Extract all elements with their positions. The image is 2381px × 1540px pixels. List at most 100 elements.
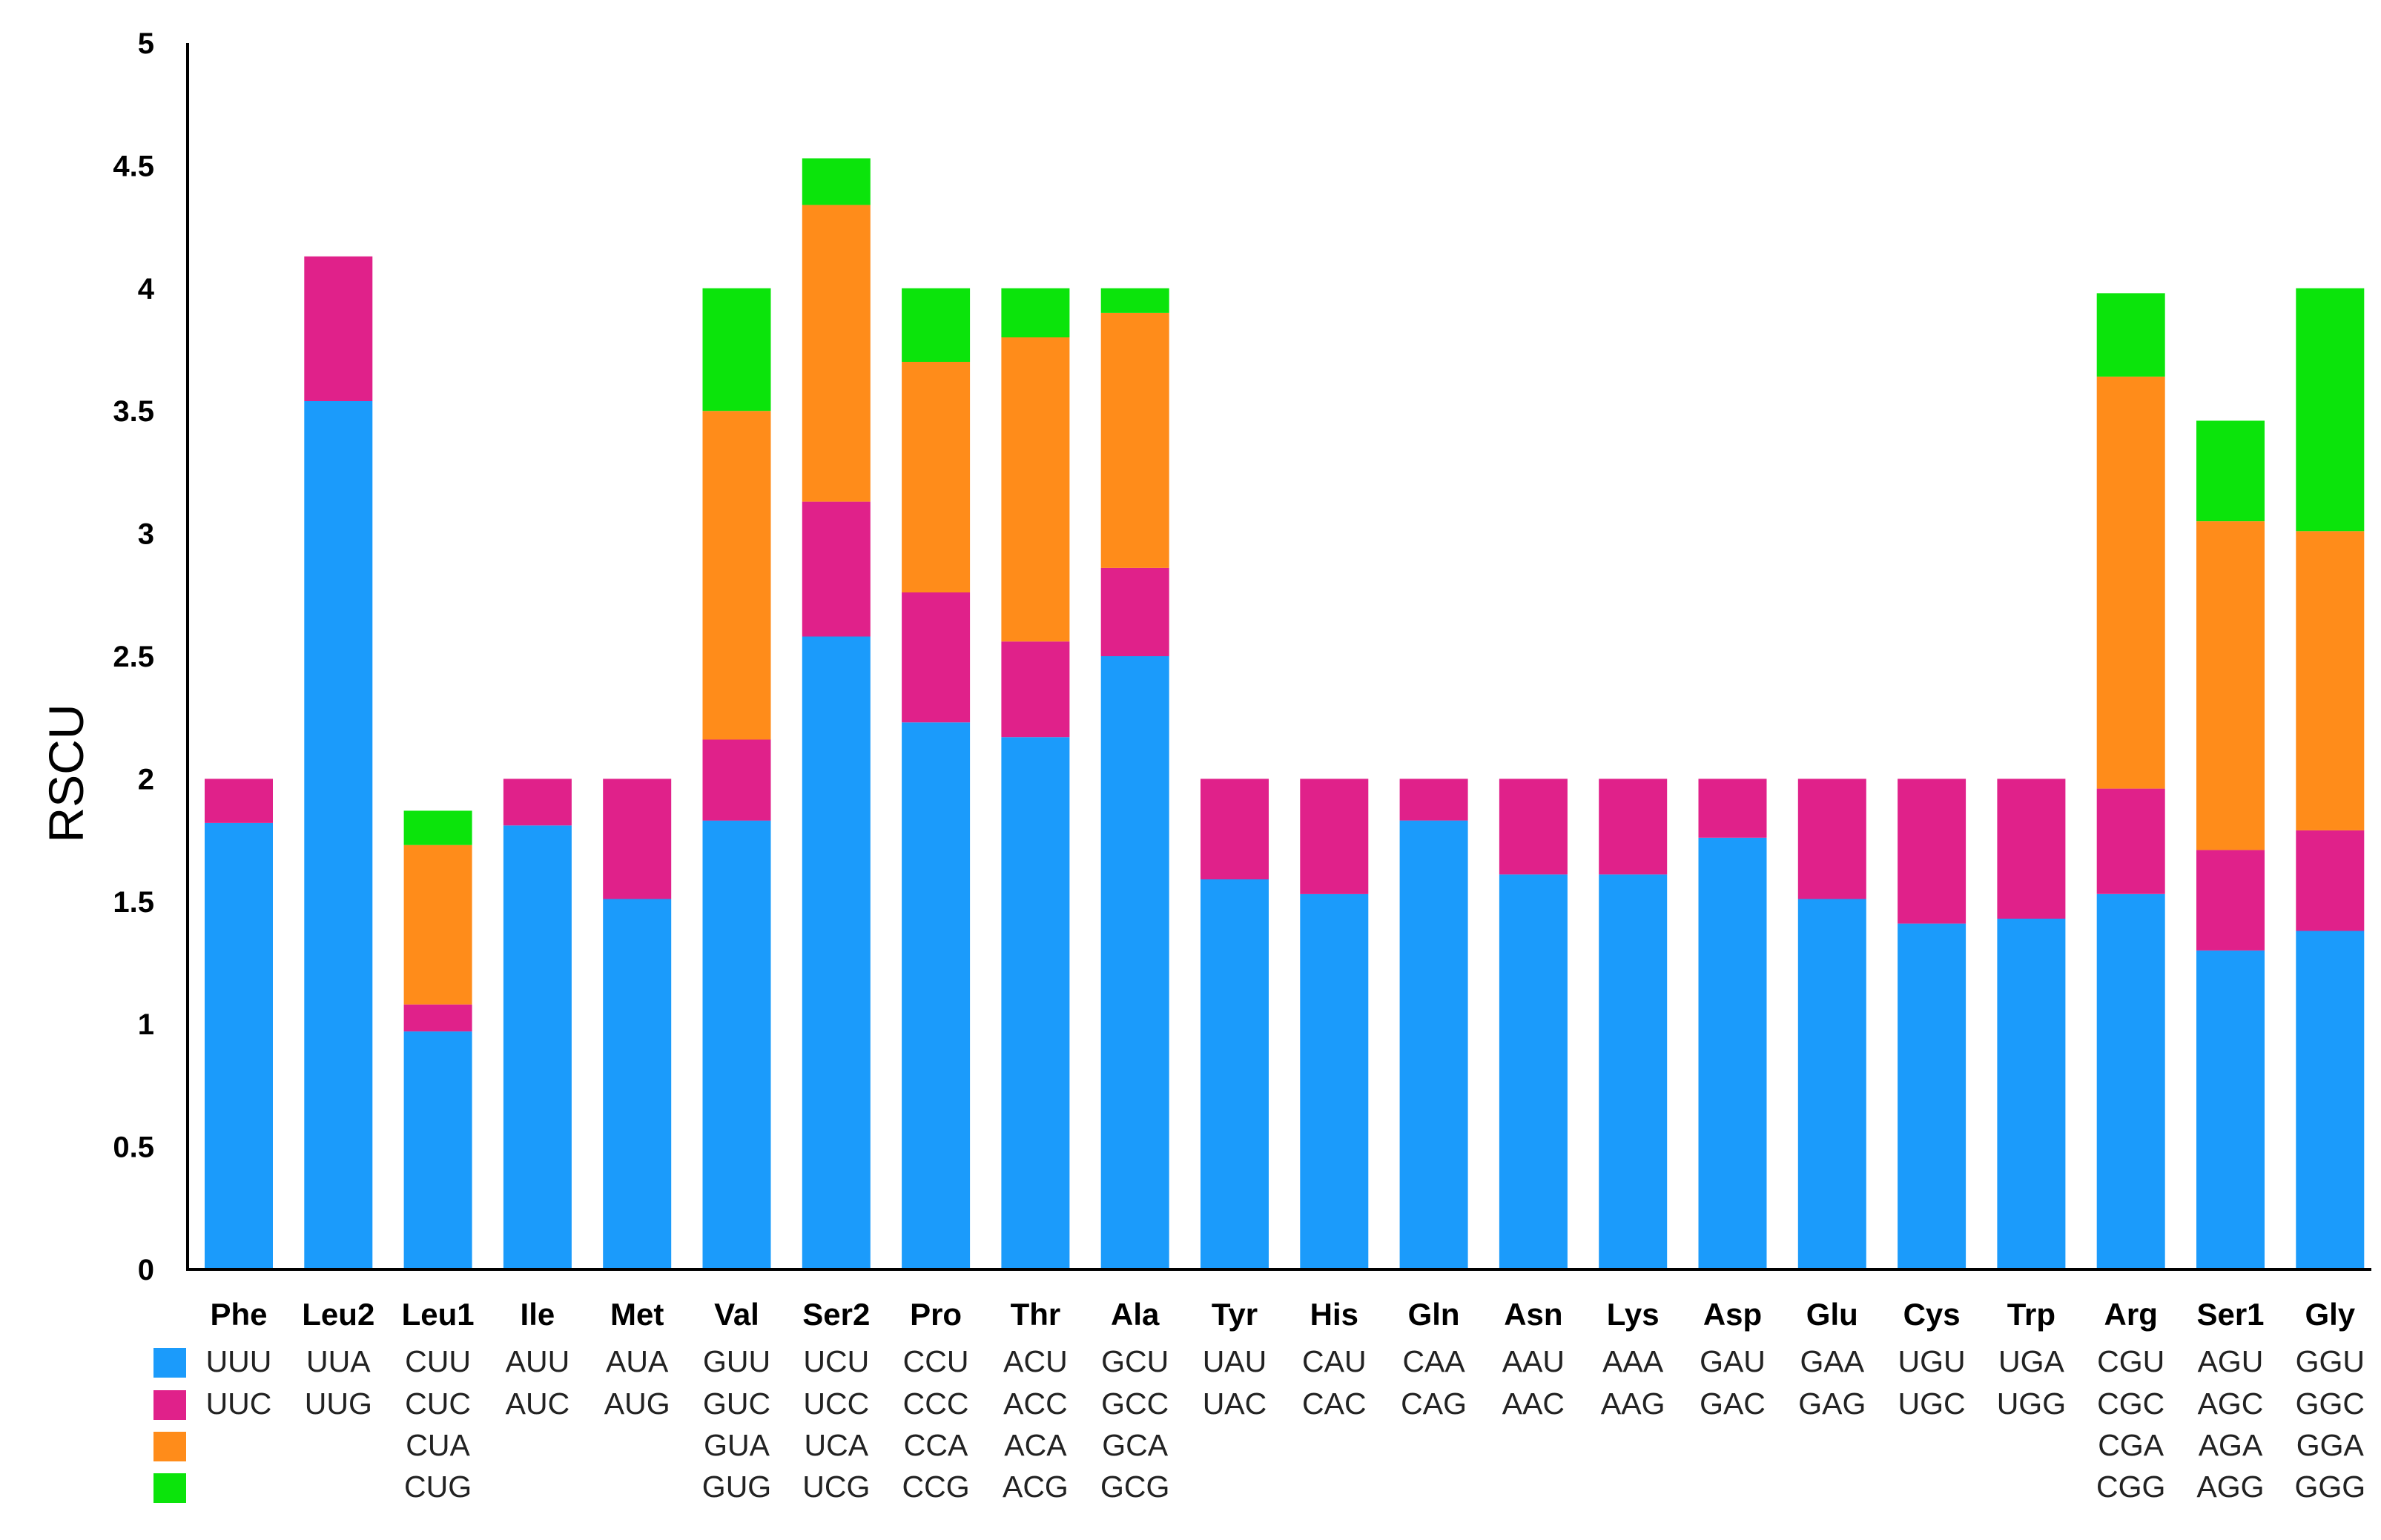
- codon-label: CGA: [2098, 1428, 2164, 1462]
- codon-label: UGC: [1898, 1387, 1966, 1421]
- legend-swatch-2: [153, 1390, 186, 1420]
- y-tick-label: 4.5: [113, 150, 154, 182]
- codon-label: AUA: [606, 1344, 669, 1378]
- bar-trp-seg-1: [1997, 919, 2066, 1269]
- bar-thr-seg-4: [1001, 288, 1070, 337]
- bar-his-seg-1: [1300, 893, 1369, 1269]
- bar-thr-seg-2: [1001, 641, 1070, 738]
- codon-label: AGA: [2199, 1428, 2263, 1462]
- codon-label: AAC: [1502, 1387, 1565, 1421]
- y-axis-ticks: 0 0.5 1 1.5 2 2.5 3 3.5 4 4.5 5: [113, 27, 154, 1286]
- codon-label: ACU: [1003, 1344, 1068, 1378]
- x-tick-label: Ser2: [802, 1297, 870, 1332]
- codon-label: UCC: [803, 1387, 869, 1421]
- codon-label: CUG: [404, 1470, 472, 1504]
- bar-thr-seg-1: [1001, 737, 1070, 1269]
- bar-phe-seg-2: [205, 779, 273, 823]
- codon-label: GGA: [2296, 1428, 2365, 1462]
- bar-asp-seg-2: [1698, 779, 1767, 838]
- codon-label: AAU: [1502, 1344, 1565, 1378]
- bar-leu2-seg-2: [304, 256, 373, 401]
- codon-label: UAU: [1203, 1344, 1267, 1378]
- bar-ser2-seg-1: [802, 636, 871, 1269]
- x-tick-label: Ile: [521, 1297, 555, 1332]
- bar-arg-seg-3: [2096, 376, 2165, 789]
- codon-label: UCA: [805, 1428, 869, 1462]
- bar-glu-seg-1: [1797, 899, 1866, 1269]
- bar-ala-seg-2: [1100, 567, 1169, 656]
- codon-label: UUC: [206, 1387, 272, 1421]
- codon-label: CCG: [902, 1470, 970, 1504]
- x-tick-label: Tyr: [1212, 1297, 1258, 1332]
- bar-ser1-seg-2: [2196, 850, 2265, 951]
- codon-table: UUU UUC UUA UUG CUU CUC CUA CUG AUU AUC AUA AUG GUU G…: [206, 1344, 2366, 1504]
- codon-label: AUU: [506, 1344, 570, 1378]
- bar-ser1-seg-4: [2196, 420, 2265, 521]
- codon-label: GAC: [1700, 1387, 1766, 1421]
- codon-label: ACA: [1004, 1428, 1067, 1462]
- bar-pro-seg-1: [902, 722, 971, 1269]
- codon-label: UCU: [803, 1344, 869, 1378]
- bar-ala-seg-1: [1100, 656, 1169, 1269]
- bar-gln-seg-2: [1399, 779, 1468, 821]
- x-tick-label: Leu1: [402, 1297, 475, 1332]
- bar-met-seg-1: [603, 899, 672, 1269]
- legend: [153, 1348, 186, 1503]
- bar-val-seg-1: [702, 820, 771, 1269]
- bar-gly-seg-3: [2296, 531, 2365, 830]
- bar-ile-seg-2: [503, 779, 572, 826]
- y-tick-label: 0: [138, 1254, 154, 1286]
- codon-label: CUU: [405, 1344, 471, 1378]
- codon-label: CAG: [1401, 1387, 1467, 1421]
- bar-glu-seg-2: [1797, 779, 1866, 899]
- bar-gly-seg-2: [2296, 830, 2365, 931]
- x-axis-labels: Phe Leu2 Leu1 Ile Met Val Ser2 Pro Thr Ala Tyr His G…: [210, 1297, 2355, 1332]
- codon-label: GCG: [1100, 1470, 1169, 1504]
- codon-label: CCU: [903, 1344, 969, 1378]
- bar-gly-seg-1: [2296, 931, 2365, 1269]
- x-tick-label: Thr: [1011, 1297, 1061, 1332]
- bar-leu1-seg-3: [403, 845, 472, 1005]
- x-tick-label: Ala: [1111, 1297, 1160, 1332]
- bar-leu1-seg-4: [403, 810, 472, 845]
- x-tick-label: Ser1: [2196, 1297, 2264, 1332]
- x-tick-label: Trp: [2007, 1297, 2055, 1332]
- codon-label: CAU: [1302, 1344, 1367, 1378]
- x-tick-label: His: [1310, 1297, 1358, 1332]
- bar-lys-seg-1: [1599, 874, 1668, 1269]
- legend-swatch-3: [153, 1432, 186, 1461]
- codon-label: CUC: [405, 1387, 471, 1421]
- codon-label: CAA: [1402, 1344, 1465, 1378]
- bar-ser1-seg-1: [2196, 951, 2265, 1269]
- bar-ser2-seg-4: [802, 158, 871, 205]
- codon-label: AGG: [2196, 1470, 2264, 1504]
- bar-ala-seg-3: [1100, 312, 1169, 568]
- codon-label: GCA: [1102, 1428, 1169, 1462]
- bar-leu2-seg-1: [304, 401, 373, 1269]
- bar-tyr-seg-1: [1201, 879, 1269, 1269]
- x-tick-label: Gln: [1408, 1297, 1460, 1332]
- codon-label: ACG: [1003, 1470, 1069, 1504]
- x-tick-label: Lys: [1607, 1297, 1660, 1332]
- bar-ser2-seg-3: [802, 205, 871, 502]
- bar-ile-seg-1: [503, 825, 572, 1269]
- codon-label: AUG: [604, 1387, 670, 1421]
- codon-label: GGG: [2294, 1470, 2365, 1504]
- codon-label: UGA: [1998, 1344, 2065, 1378]
- codon-label: AGC: [2198, 1387, 2264, 1421]
- codon-label: CCC: [903, 1387, 969, 1421]
- codon-label: GGC: [2296, 1387, 2365, 1421]
- codon-label: GCC: [1101, 1387, 1169, 1421]
- y-tick-label: 1.5: [113, 886, 154, 919]
- codon-label: CAC: [1302, 1387, 1367, 1421]
- bar-arg-seg-1: [2096, 893, 2165, 1269]
- y-tick-label: 4: [138, 273, 155, 305]
- codon-label: GUC: [703, 1387, 770, 1421]
- codon-label: UUG: [305, 1387, 372, 1421]
- bar-pro-seg-2: [902, 592, 971, 723]
- bar-asn-seg-2: [1499, 779, 1568, 875]
- x-tick-label: Arg: [2104, 1297, 2158, 1332]
- codon-label: GGU: [2296, 1344, 2365, 1378]
- bar-arg-seg-4: [2096, 293, 2165, 377]
